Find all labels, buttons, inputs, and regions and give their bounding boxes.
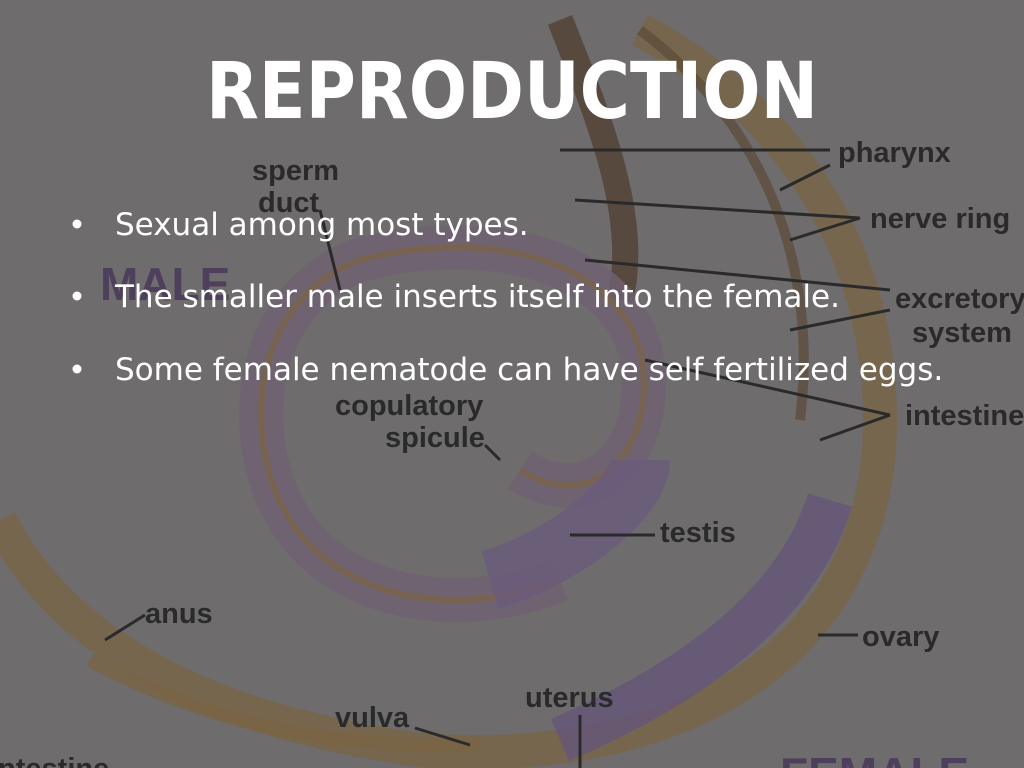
diagram-label: excretory <box>895 283 1024 315</box>
diagram-label: vulva <box>335 702 410 734</box>
diagram-label: intestine <box>0 753 109 768</box>
bullet-text: Sexual among most types. <box>115 207 529 243</box>
bullet-list: Sexual among most types. The smaller mal… <box>72 207 943 388</box>
diagram-label: uterus <box>525 682 614 714</box>
diagram-label: ovary <box>862 621 939 653</box>
diagram-labels: sperm duct MALE pharynx nerve ring excre… <box>0 137 1024 768</box>
diagram-label: spicule <box>385 422 485 454</box>
diagram-label: FEMALE <box>780 748 969 768</box>
diagram-label: duct <box>258 187 320 219</box>
diagram <box>0 15 898 768</box>
diagram-label: nerve ring <box>870 203 1010 235</box>
diagram-label: system <box>912 317 1012 349</box>
diagram-label: MALE <box>100 258 230 310</box>
bullet-dot <box>72 291 82 301</box>
slide-title: REPRODUCTION <box>206 47 818 137</box>
bullet-text: Some female nematode can have self ferti… <box>115 352 943 388</box>
diagram-label: testis <box>660 517 736 549</box>
bullet-dot <box>72 364 82 374</box>
bullet-text: The smaller male inserts itself into the… <box>114 279 840 315</box>
diagram-label: sperm <box>252 155 339 187</box>
diagram-label: pharynx <box>838 137 951 169</box>
bullet-dot <box>72 219 82 229</box>
diagram-label: anus <box>145 598 213 630</box>
diagram-label: intestine <box>905 400 1024 432</box>
diagram-label: copulatory <box>335 390 483 422</box>
